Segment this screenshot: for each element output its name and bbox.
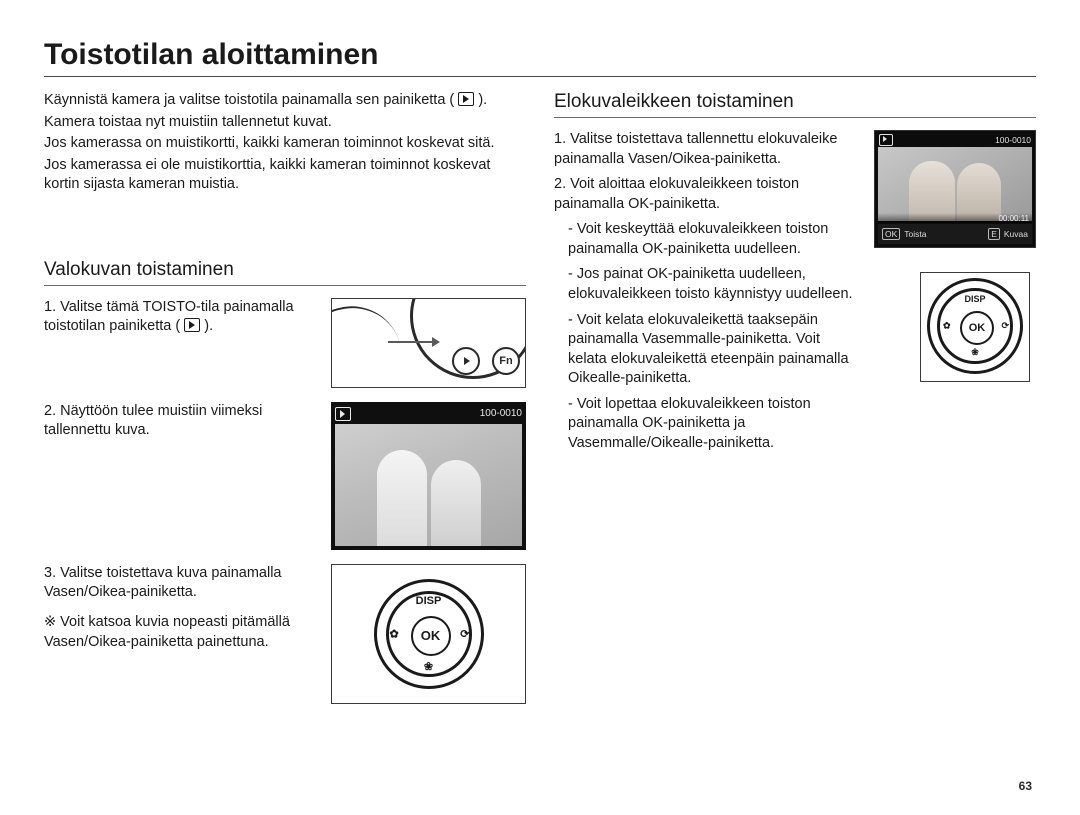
ok-badge: OK xyxy=(882,228,900,240)
photo-tip-text: ※ Voit katsoa kuvia nopeasti pitämällä V… xyxy=(44,613,313,652)
camera-buttons-illustration: Fn xyxy=(331,298,526,388)
intro-line1a: Käynnistä kamera ja valitse toistotila p… xyxy=(44,92,454,108)
photo-counter-label: 100-0010 xyxy=(480,408,522,419)
photo-step3-text: 3. Valitse toistettava kuva painamalla V… xyxy=(44,564,313,603)
movie-step2: 2. Voit aloittaa elokuvaleikkeen toiston… xyxy=(554,175,856,214)
dpad-illustration: OK DISP ❀ ✿ ⟳ xyxy=(331,564,526,704)
playback-mode-icon xyxy=(335,407,351,421)
intro-line1b: ). xyxy=(478,92,487,108)
ok-button-icon: OK xyxy=(411,616,451,656)
sample-photo-placeholder xyxy=(335,424,522,546)
camera-screen-photo-illustration: 100-0010 xyxy=(331,402,526,550)
movie-bullet2: - Jos painat OK-painiketta uudelleen, el… xyxy=(554,265,856,304)
intro-line2: Kamera toistaa nyt muistiin tallennetut … xyxy=(44,113,526,133)
movie-section-title: Elokuvaleikkeen toistaminen xyxy=(554,91,1036,118)
movie-bullet4: - Voit lopettaa elokuvaleikkeen toiston … xyxy=(554,395,856,454)
page-number: 63 xyxy=(1019,779,1032,793)
playback-icon xyxy=(458,92,474,106)
page-title: Toistotilan aloittaminen xyxy=(44,38,1036,77)
movie-playback-section: Elokuvaleikkeen toistaminen 1. Valitse t… xyxy=(554,91,1036,459)
intro-line3: Jos kamerassa on muistikortti, kaikki ka… xyxy=(44,134,526,154)
dpad-up-label: DISP xyxy=(416,595,442,607)
photo-playback-section: Valokuvan toistaminen 1. Valitse tämä TO… xyxy=(44,259,526,704)
intro-line4: Jos kamerassa ei ole muistikorttia, kaik… xyxy=(44,156,526,195)
movie-bullet3: - Voit kelata elokuvaleikettä taaksepäin… xyxy=(554,311,856,389)
e-badge: E xyxy=(988,228,1000,240)
photo-step2-text: 2. Näyttöön tulee muistiin viimeksi tall… xyxy=(44,402,313,441)
left-column: Käynnistä kamera ja valitse toistotila p… xyxy=(44,91,526,718)
video-play-label: Toista xyxy=(904,229,926,239)
playback-icon xyxy=(184,318,200,332)
photo-step-1: 1. Valitse tämä TOISTO-tila painamalla t… xyxy=(44,298,526,388)
dpad-illustration-small: OK DISP ❀ ✿ ⟳ xyxy=(920,272,1030,382)
sample-video-frame-placeholder xyxy=(878,147,1032,221)
movie-content-row: 1. Valitse toistettava tallennettu eloku… xyxy=(554,130,1036,459)
right-column: Elokuvaleikkeen toistaminen 1. Valitse t… xyxy=(554,91,1036,718)
photo-step-3: 3. Valitse toistettava kuva painamalla V… xyxy=(44,564,526,704)
movie-step1: 1. Valitse toistettava tallennettu eloku… xyxy=(554,130,856,169)
dpad-left-label: ✿ xyxy=(943,321,951,332)
dpad-right-label: ⟳ xyxy=(460,627,469,640)
photo-section-title: Valokuvan toistaminen xyxy=(44,259,526,286)
two-column-layout: Käynnistä kamera ja valitse toistotila p… xyxy=(44,91,1036,718)
playback-button-icon xyxy=(452,347,480,375)
ok-button-icon: OK xyxy=(960,311,994,345)
camera-screen-video-illustration: 100-0010 00:00:11 OK Toi xyxy=(874,130,1036,248)
photo-step-2: 2. Näyttöön tulee muistiin viimeksi tall… xyxy=(44,402,526,550)
dpad-left-label: ✿ xyxy=(390,627,399,640)
video-time-label: 00:00:11 xyxy=(998,214,1029,223)
video-counter-label: 100-0010 xyxy=(995,135,1031,145)
dpad-right-label: ⟳ xyxy=(1001,321,1009,332)
photo-step1-text-b: ). xyxy=(204,318,213,334)
manual-page: Toistotilan aloittaminen Käynnistä kamer… xyxy=(0,0,1080,815)
dpad-down-label: ❀ xyxy=(424,660,433,673)
dpad-up-label: DISP xyxy=(964,294,985,304)
movie-bullet1: - Voit keskeyttää elokuvaleikkeen toisto… xyxy=(554,220,856,259)
playback-mode-icon xyxy=(879,134,893,146)
dpad-down-label: ❀ xyxy=(971,347,979,358)
video-crop-label: Kuvaa xyxy=(1004,229,1028,239)
photo-step1-text-a: 1. Valitse tämä TOISTO-tila painamalla t… xyxy=(44,299,294,335)
fn-button-icon: Fn xyxy=(492,347,520,375)
intro-text: Käynnistä kamera ja valitse toistotila p… xyxy=(44,91,526,195)
